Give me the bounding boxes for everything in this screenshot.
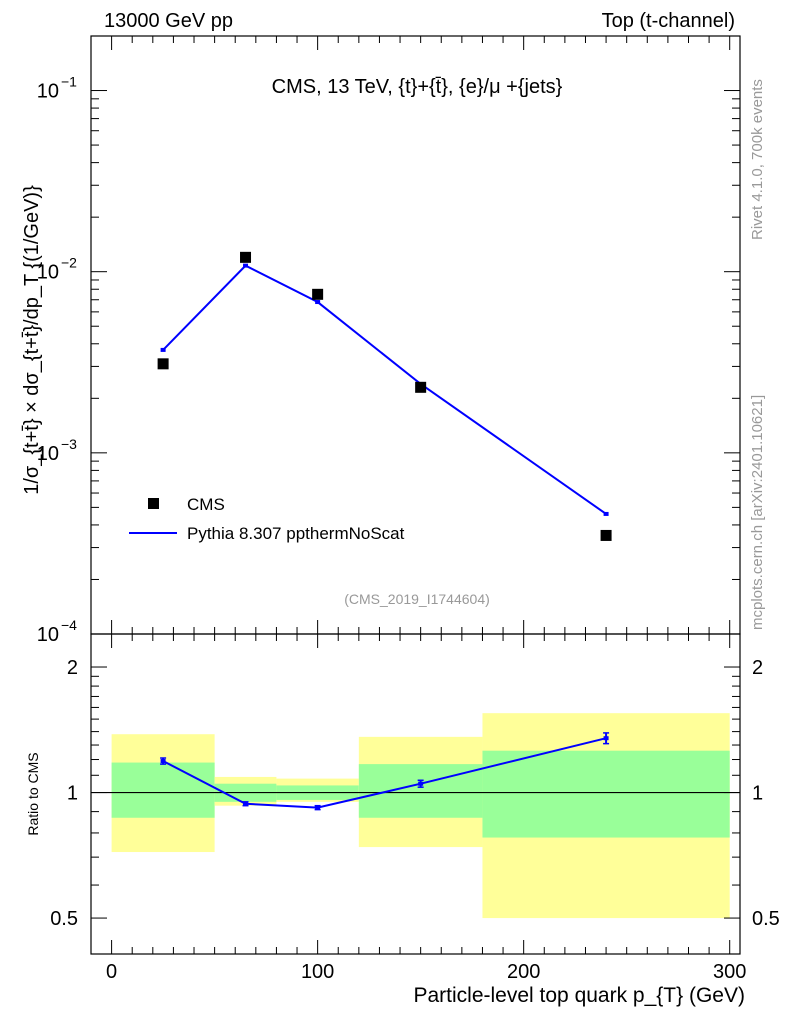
legend: CMS Pythia 8.307 ppthermNoScat bbox=[129, 495, 405, 543]
main-series bbox=[157, 251, 612, 541]
main-panel-frame bbox=[90, 35, 741, 635]
header-left: 13000 GeV pp bbox=[104, 10, 233, 32]
ratio-point bbox=[315, 805, 321, 810]
x-tick-label: 300 bbox=[713, 961, 746, 983]
mc-point bbox=[243, 263, 249, 268]
mc-point bbox=[160, 347, 166, 352]
data-point bbox=[240, 251, 252, 263]
main-y-axis-label: 1/σ_{t+t̄} × dσ_{t+t̄}/dp_T {(1/GeV)} bbox=[21, 185, 43, 495]
main-axis-ticks bbox=[91, 35, 740, 635]
ratio-point bbox=[160, 759, 166, 764]
ratio-band-green-0 bbox=[111, 762, 215, 818]
x-axis-label: Particle-level top quark p_{T} (GeV) bbox=[414, 984, 746, 1007]
ratio-y-tick-label: 1 bbox=[67, 783, 78, 805]
ratio-point bbox=[418, 781, 424, 786]
main-y-tick-exponent: −1 bbox=[61, 74, 77, 90]
data-point bbox=[312, 288, 324, 300]
main-y-tick-label: 10 bbox=[37, 81, 59, 103]
ratio-band-green-4 bbox=[482, 750, 730, 838]
main-y-tick-exponent: −3 bbox=[61, 436, 77, 452]
ratio-point bbox=[603, 736, 609, 741]
chart-title: CMS, 13 TeV, {t}+{t̄}, {e}/μ +{jets} bbox=[272, 76, 563, 98]
legend-label-data: CMS bbox=[187, 495, 225, 514]
ratio-y-axis-label: Ratio to CMS bbox=[25, 752, 41, 835]
ratio-y-tick-labels: 0.5 0.5 1 1 2 2 bbox=[50, 657, 780, 930]
x-tick-label: 200 bbox=[507, 961, 540, 983]
x-tick-label: 100 bbox=[301, 961, 334, 983]
ratio-y-tick-label-right: 1 bbox=[752, 783, 763, 805]
rivet-label: Rivet 4.1.0, 700k events bbox=[749, 79, 766, 240]
mc-line bbox=[162, 264, 607, 515]
ratio-series bbox=[160, 732, 610, 811]
main-y-tick-label: 10 bbox=[37, 624, 59, 646]
data-point bbox=[157, 358, 169, 370]
analysis-id: (CMS_2019_I1744604) bbox=[344, 591, 490, 607]
header-right: Top (t-channel) bbox=[602, 10, 735, 32]
ratio-uncertainty-bands bbox=[111, 713, 730, 919]
legend-marker-data bbox=[148, 498, 159, 509]
main-y-tick-label: 10 bbox=[37, 443, 59, 465]
ratio-point bbox=[243, 801, 249, 806]
data-point bbox=[600, 529, 612, 541]
x-tick-label: 0 bbox=[106, 961, 117, 983]
main-y-tick-exponent: −4 bbox=[61, 617, 77, 633]
ratio-y-tick-label-right: 0.5 bbox=[752, 908, 780, 930]
legend-label-mc: Pythia 8.307 ppthermNoScat bbox=[187, 524, 405, 543]
mc-point bbox=[603, 511, 609, 516]
ratio-y-tick-label: 0.5 bbox=[50, 908, 78, 930]
main-y-tick-label: 10 bbox=[37, 262, 59, 284]
ratio-y-tick-label-right: 2 bbox=[752, 657, 763, 679]
ratio-y-tick-label: 2 bbox=[67, 657, 78, 679]
data-point bbox=[415, 381, 427, 393]
mcplots-label: mcplots.cern.ch [arXiv:2401.10621] bbox=[749, 395, 766, 630]
x-tick-labels: 0 100 200 300 bbox=[106, 961, 746, 983]
main-y-tick-exponent: −2 bbox=[61, 255, 77, 271]
main-y-tick-labels: 10−110−210−310−4 bbox=[37, 74, 77, 646]
ratio-panel-frame bbox=[90, 633, 741, 955]
mc-point bbox=[315, 300, 321, 305]
